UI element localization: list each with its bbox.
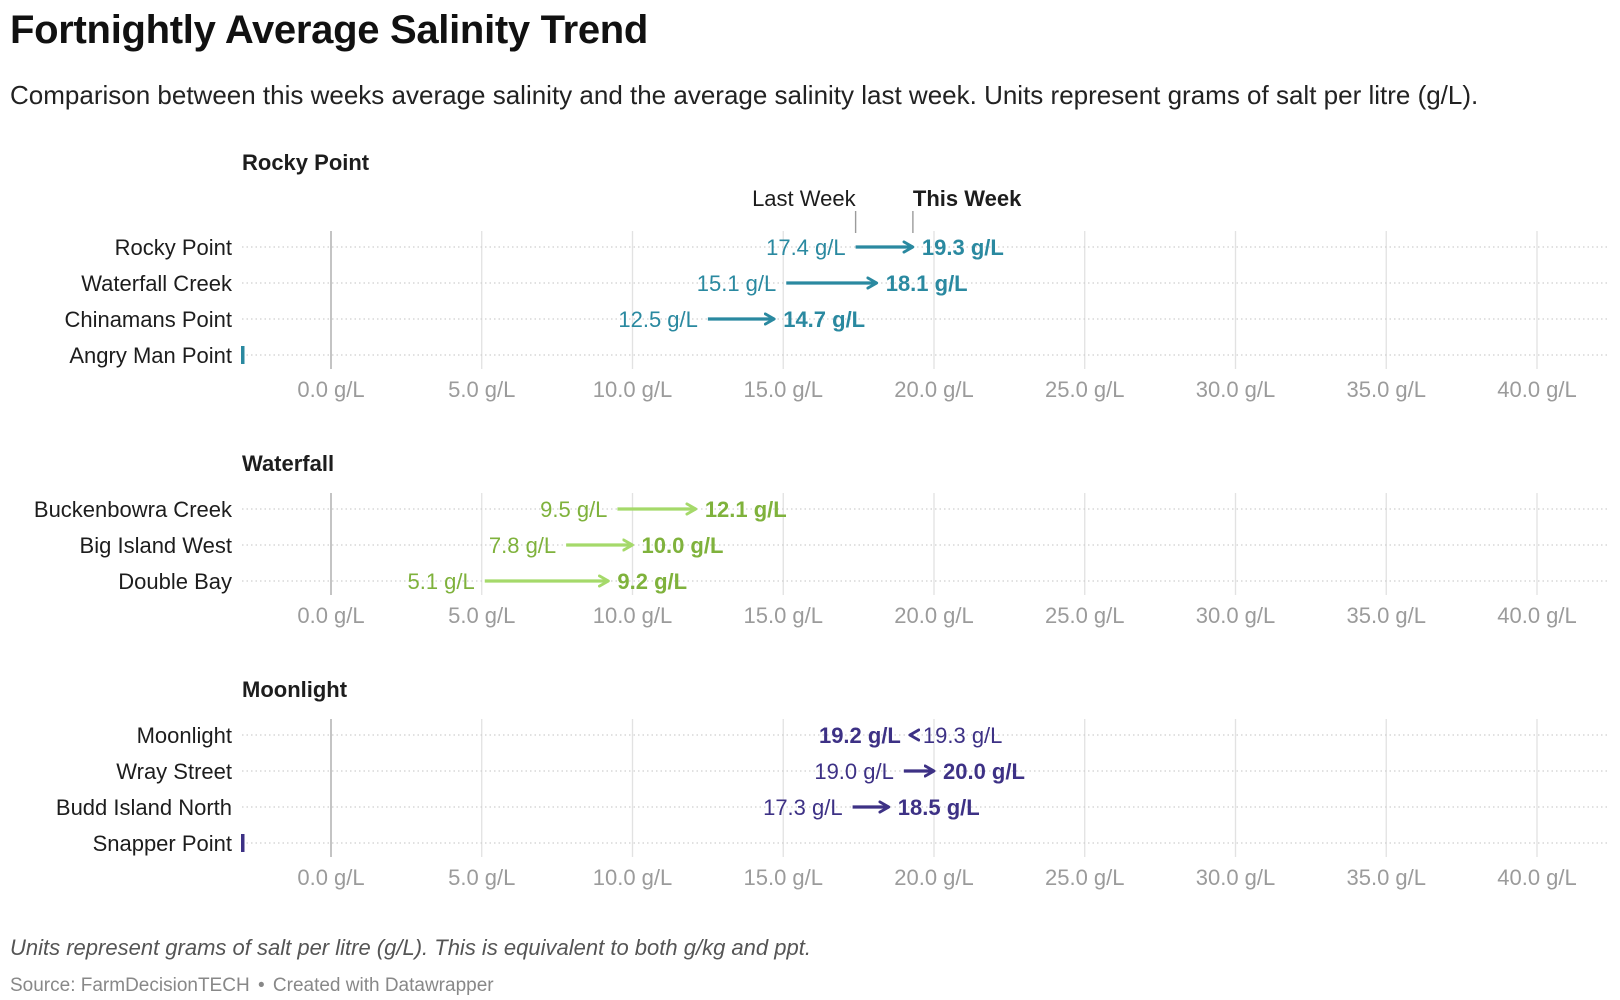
- row-label: Double Bay: [118, 569, 232, 594]
- last-week-label: 9.5 g/L: [540, 497, 607, 522]
- x-tick-label: 20.0 g/L: [894, 603, 974, 628]
- last-week-label: 19.0 g/L: [814, 759, 894, 784]
- source-separator: •: [257, 975, 265, 996]
- x-tick-label: 0.0 g/L: [297, 377, 364, 402]
- x-tick-label: 25.0 g/L: [1045, 603, 1125, 628]
- row-label: Waterfall Creek: [81, 271, 233, 296]
- x-tick-label: 15.0 g/L: [743, 603, 823, 628]
- chart-panel: Moonlight 0.0 g/L 5.0 g/L 10.0 g/L 15.0 g/L 2…: [56, 677, 1608, 890]
- legend-last-week: Last Week: [752, 186, 857, 211]
- this-week-label: 12.1 g/L: [705, 497, 787, 522]
- last-week-label: 7.8 g/L: [489, 533, 556, 558]
- panel-title: Rocky Point: [242, 150, 370, 175]
- row-label: Moonlight: [137, 723, 232, 748]
- panel-title: Waterfall: [242, 451, 334, 476]
- last-week-label: 5.1 g/L: [407, 569, 474, 594]
- this-week-label: 19.2 g/L: [819, 723, 901, 748]
- x-tick-label: 15.0 g/L: [743, 377, 823, 402]
- row-label: Big Island West: [80, 533, 232, 558]
- this-week-label: 19.3 g/L: [922, 235, 1004, 260]
- x-tick-label: 0.0 g/L: [297, 865, 364, 890]
- row-label: Rocky Point: [115, 235, 232, 260]
- page-subtitle: Comparison between this weeks average sa…: [10, 80, 1479, 110]
- last-week-label: 15.1 g/L: [697, 271, 777, 296]
- legend-this-week: This Week: [913, 186, 1022, 211]
- last-week-label: 12.5 g/L: [618, 307, 698, 332]
- this-week-label: 10.0 g/L: [642, 533, 724, 558]
- row-label: Buckenbowra Creek: [34, 497, 233, 522]
- x-tick-label: 10.0 g/L: [593, 603, 673, 628]
- x-tick-label: 40.0 g/L: [1497, 377, 1577, 402]
- x-tick-label: 40.0 g/L: [1497, 603, 1577, 628]
- row-label: Angry Man Point: [69, 343, 232, 368]
- row-label: Budd Island North: [56, 795, 232, 820]
- row-label: Wray Street: [116, 759, 232, 784]
- last-week-label: 17.3 g/L: [763, 795, 843, 820]
- page-title: Fortnightly Average Salinity Trend: [10, 8, 649, 52]
- x-tick-label: 0.0 g/L: [297, 603, 364, 628]
- source-credit: Created with Datawrapper: [272, 975, 494, 996]
- last-week-label: 19.3 g/L: [923, 723, 1003, 748]
- salinity-charts: Rocky Point 0.0 g/L 5.0 g/L 10.0 g/L 15.0 g/…: [34, 150, 1608, 890]
- this-week-label: 9.2 g/L: [617, 569, 687, 594]
- x-tick-label: 5.0 g/L: [448, 377, 515, 402]
- chart-panel: Rocky Point 0.0 g/L 5.0 g/L 10.0 g/L 15.0 g/…: [64, 150, 1608, 402]
- last-week-label: 17.4 g/L: [766, 235, 846, 260]
- x-tick-label: 35.0 g/L: [1346, 603, 1426, 628]
- empty-marker: [241, 834, 245, 852]
- x-tick-label: 5.0 g/L: [448, 865, 515, 890]
- row-label: Chinamans Point: [64, 307, 232, 332]
- x-tick-label: 30.0 g/L: [1196, 377, 1276, 402]
- x-tick-label: 35.0 g/L: [1346, 865, 1426, 890]
- this-week-label: 14.7 g/L: [783, 307, 865, 332]
- x-tick-label: 30.0 g/L: [1196, 603, 1276, 628]
- x-tick-label: 40.0 g/L: [1497, 865, 1577, 890]
- row-label: Snapper Point: [93, 831, 232, 856]
- footnote: Units represent grams of salt per litre …: [10, 935, 811, 960]
- x-tick-label: 25.0 g/L: [1045, 865, 1125, 890]
- x-tick-label: 30.0 g/L: [1196, 865, 1276, 890]
- x-tick-label: 20.0 g/L: [894, 865, 974, 890]
- source-line: Source: FarmDecisionTECH • Created with …: [10, 975, 494, 997]
- x-tick-label: 20.0 g/L: [894, 377, 974, 402]
- x-tick-label: 5.0 g/L: [448, 603, 515, 628]
- x-tick-label: 10.0 g/L: [593, 377, 673, 402]
- chart-panel: Waterfall 0.0 g/L 5.0 g/L 10.0 g/L 15.0 g/L 2…: [34, 451, 1608, 628]
- this-week-label: 18.5 g/L: [898, 795, 980, 820]
- x-tick-label: 35.0 g/L: [1346, 377, 1426, 402]
- panel-title: Moonlight: [242, 677, 348, 702]
- this-week-label: 18.1 g/L: [886, 271, 968, 296]
- x-tick-label: 15.0 g/L: [743, 865, 823, 890]
- source-label: Source: FarmDecisionTECH: [10, 975, 250, 996]
- this-week-label: 20.0 g/L: [943, 759, 1025, 784]
- empty-marker: [241, 346, 245, 364]
- x-tick-label: 25.0 g/L: [1045, 377, 1125, 402]
- x-tick-label: 10.0 g/L: [593, 865, 673, 890]
